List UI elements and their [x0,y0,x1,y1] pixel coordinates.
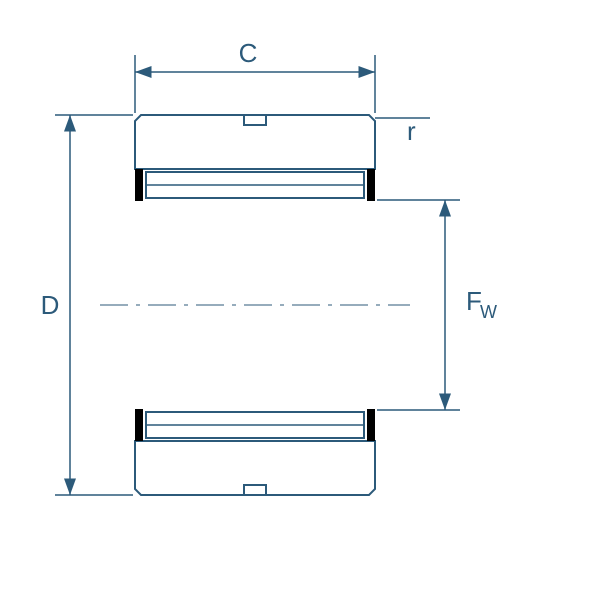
label-D: D [41,290,60,320]
outer-ring-upper [135,115,375,169]
label-r: r [407,116,416,146]
roller-upper [135,169,375,201]
outer-ring-lower [135,441,375,495]
dimension-C: C [135,38,375,113]
dimension-r: r [375,116,430,146]
label-W: W [480,302,497,322]
roller-lower [135,409,375,441]
bearing-cross-section-diagram: C r D F W [0,0,600,600]
label-C: C [239,38,258,68]
